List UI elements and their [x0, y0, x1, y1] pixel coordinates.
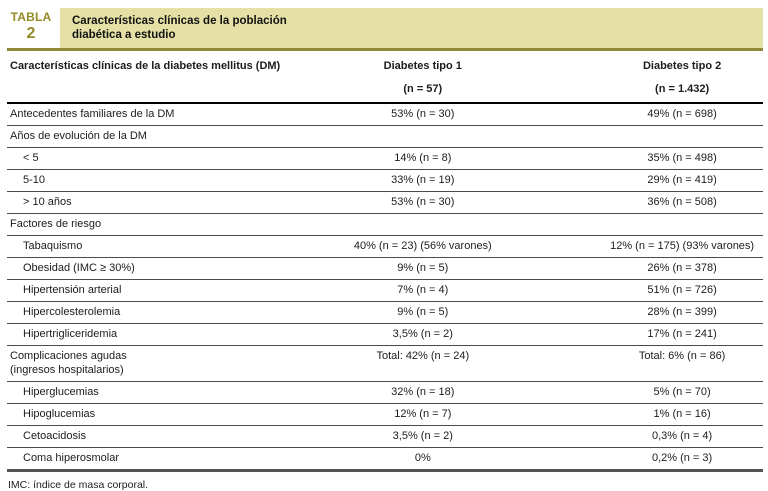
value-tipo2: 51% (n = 726) — [536, 279, 763, 302]
value-tipo1: 53% (n = 30) — [391, 108, 455, 120]
row-label: 5-10 — [7, 169, 310, 192]
table-footnote: IMC: índice de masa corporal. — [8, 479, 149, 491]
table-number-badge: TABLA 2 — [10, 8, 52, 48]
row-label: > 10 años — [7, 191, 310, 214]
value-tipo2: 1% (n = 16) — [536, 403, 763, 426]
table-row: Factores de riesgo — [7, 213, 763, 236]
table-tag-number: 2 — [26, 25, 36, 42]
value-tipo2 — [536, 125, 763, 148]
table-header: TABLA 2 Características clínicas de la p… — [7, 8, 763, 51]
table-row: Obesidad (IMC ≥ 30%) 9% (n = 5) 26% (n =… — [7, 257, 763, 280]
value-tipo2: 17% (n = 241) — [536, 323, 763, 346]
value-tipo1: 40% (n = 23) (56% varones) — [309, 235, 537, 258]
value-tipo2: 0,3% (n = 4) — [536, 425, 763, 448]
paper-table-page: TABLA 2 Características clínicas de la p… — [0, 8, 768, 491]
header-divider-rule — [7, 48, 763, 51]
value-tipo1 — [309, 125, 537, 148]
value-tipo1: 53% (n = 30) — [309, 191, 537, 214]
column-header-label: Características clínicas de la diabetes … — [7, 58, 310, 104]
table-row: Hiperglucemias 32% (n = 18) 5% (n = 70) — [7, 381, 763, 404]
value-tipo2: 5% (n = 70) — [536, 381, 763, 404]
value-tipo1: Total: 42% (n = 24) — [309, 345, 537, 382]
row-label: Complicaciones agudas (ingresos hospitala… — [7, 345, 310, 382]
table-row: Tabaquismo 40% (n = 23) (56% varones) 12… — [7, 235, 763, 258]
row-label: Años de evolución de la DM — [7, 125, 310, 148]
clinical-characteristics-table: Características clínicas de la diabetes … — [7, 58, 763, 472]
value-tipo1: 3,5% (n = 2) — [309, 323, 537, 346]
table-row: Hipertrigliceridemia 3,5% (n = 2) 17% (n… — [7, 323, 763, 346]
value-tipo1: 32% (n = 18) — [309, 381, 537, 404]
table-row: > 10 años 53% (n = 30) 36% (n = 508) — [7, 191, 763, 214]
value-tipo2: 12% (n = 175) (93% varones) — [536, 235, 763, 258]
value-tipo2: 36% (n = 508) — [536, 191, 763, 214]
title-band: Características clínicas de la población… — [60, 8, 763, 48]
table-row: Antecedentes familiares de la DM 53% (n … — [7, 103, 763, 126]
value-tipo1: 3,5% (n = 2) — [309, 425, 537, 448]
value-tipo2: 49% (n = 698) — [647, 108, 717, 120]
row-label: Tabaquismo — [7, 235, 310, 258]
value-tipo1: 12% (n = 7) — [309, 403, 537, 426]
table-title-line1: Características clínicas de la población — [72, 15, 287, 27]
value-tipo1: 33% (n = 19) — [309, 169, 537, 192]
table-row: Hipercolesterolemia 9% (n = 5) 28% (n = … — [7, 301, 763, 324]
table-row: 5-10 33% (n = 19) 29% (n = 419) — [7, 169, 763, 192]
row-label: < 5 — [7, 147, 310, 170]
table-title-line2: diabética a estudio — [72, 29, 176, 41]
value-tipo1: 7% (n = 4) — [309, 279, 537, 302]
row-label: Hipertrigliceridemia — [7, 323, 310, 346]
table-body: Antecedentes familiares de la DM 53% (n … — [7, 103, 763, 471]
table-row: Coma hiperosmolar 0% 0,2% (n = 3) — [7, 447, 763, 471]
column-header-tipo2: Diabetes tipo 2 (n = 1.432) — [536, 58, 763, 104]
table-row: < 5 14% (n = 8) 35% (n = 498) — [7, 147, 763, 170]
table-row: Complicaciones agudas (ingresos hospitala… — [7, 345, 763, 382]
row-label: Obesidad (IMC ≥ 30%) — [7, 257, 310, 280]
value-tipo2 — [536, 213, 763, 236]
table-head: Características clínicas de la diabetes … — [7, 58, 763, 104]
table-row: Años de evolución de la DM — [7, 125, 763, 148]
tipo1-name: Diabetes tipo 1 — [383, 60, 462, 72]
tipo2-n: (n = 1.432) — [655, 83, 710, 95]
row-label: Cetoacidosis — [7, 425, 310, 448]
value-tipo1: 14% (n = 8) — [309, 147, 537, 170]
row-label: Hipoglucemias — [7, 403, 310, 426]
row-label: Coma hiperosmolar — [7, 447, 310, 471]
table-row: Cetoacidosis 3,5% (n = 2) 0,3% (n = 4) — [7, 425, 763, 448]
table-tag-word: TABLA — [10, 10, 52, 24]
row-label: Hiperglucemias — [7, 381, 310, 404]
value-tipo2: 0,2% (n = 3) — [536, 447, 763, 471]
value-tipo2: Total: 6% (n = 86) — [536, 345, 763, 382]
header-row: Características clínicas de la diabetes … — [7, 58, 763, 104]
table-row: Hipertensión arterial 7% (n = 4) 51% (n … — [7, 279, 763, 302]
value-tipo1: 0% — [309, 447, 537, 471]
value-tipo2: 28% (n = 399) — [536, 301, 763, 324]
row-label: Antecedentes familiares de la DM — [10, 108, 175, 120]
row-label: Hipercolesterolemia — [7, 301, 310, 324]
value-tipo1 — [309, 213, 537, 236]
value-tipo1: 9% (n = 5) — [309, 257, 537, 280]
row-label: Hipertensión arterial — [7, 279, 310, 302]
tipo2-name: Diabetes tipo 2 — [642, 60, 722, 72]
value-tipo2: 26% (n = 378) — [536, 257, 763, 280]
column-header-tipo1: Diabetes tipo 1 (n = 57) — [309, 58, 537, 104]
row-label: Factores de riesgo — [7, 213, 310, 236]
table-row: Hipoglucemias 12% (n = 7) 1% (n = 16) — [7, 403, 763, 426]
tipo1-n: (n = 57) — [403, 83, 443, 95]
value-tipo2: 29% (n = 419) — [536, 169, 763, 192]
value-tipo2: 35% (n = 498) — [536, 147, 763, 170]
value-tipo1: 9% (n = 5) — [309, 301, 537, 324]
